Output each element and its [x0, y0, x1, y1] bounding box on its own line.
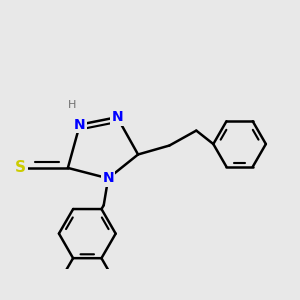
- Text: N: N: [74, 118, 85, 132]
- Text: H: H: [68, 100, 76, 110]
- Text: S: S: [15, 160, 26, 175]
- Text: N: N: [102, 171, 114, 185]
- Text: N: N: [111, 110, 123, 124]
